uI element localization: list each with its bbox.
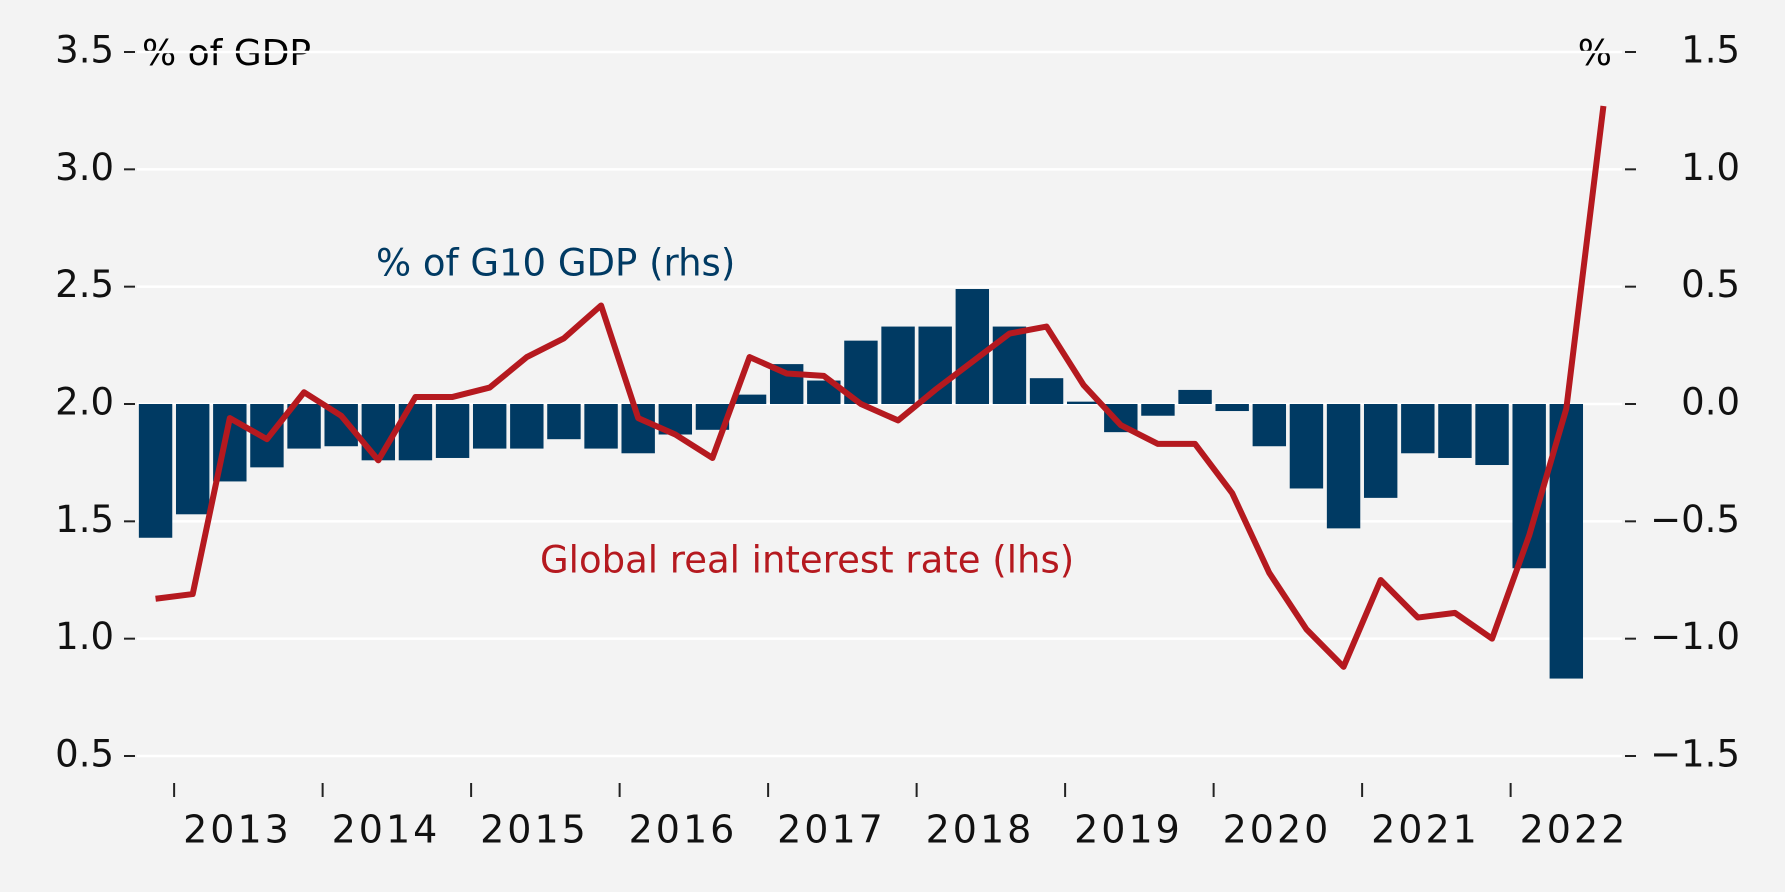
y2-tick-label: 0.0: [1681, 381, 1740, 424]
x-tick-label: 2018: [926, 808, 1035, 852]
x-tick-label: 2022: [1520, 808, 1629, 852]
bar: [1475, 404, 1509, 466]
y2-tick-label: 0.5: [1681, 263, 1740, 306]
x-tick-label: 2020: [1223, 808, 1332, 852]
bar: [175, 404, 210, 515]
x-tick-label: 2019: [1074, 808, 1183, 852]
series-label: Global real interest rate (lhs): [540, 539, 1074, 582]
x-tick-label: 2017: [777, 808, 886, 852]
y-tick-label: 3.0: [55, 146, 114, 189]
bar: [287, 404, 321, 449]
bar: [1029, 378, 1064, 404]
y-axis-label: % of GDP: [142, 33, 311, 74]
bar: [361, 404, 396, 461]
bar: [881, 326, 915, 404]
bar: [472, 404, 507, 449]
y2-tick-label: 1.0: [1681, 146, 1740, 189]
bar: [1178, 389, 1212, 404]
bar: [732, 394, 767, 404]
bar: [955, 289, 990, 404]
bar: [1066, 401, 1101, 404]
y-tick-label: 2.0: [55, 381, 114, 424]
bar: [1252, 404, 1287, 447]
x-tick-label: 2015: [480, 808, 589, 852]
y-tick-label: 2.5: [55, 263, 114, 306]
series-label: % of G10 GDP (rhs): [376, 242, 735, 285]
y2-tick-label: −0.5: [1650, 498, 1740, 541]
y-tick-label: 1.0: [55, 615, 114, 658]
y2-tick-label: 1.5: [1681, 29, 1740, 72]
bar: [510, 404, 544, 449]
y-tick-label: 0.5: [55, 733, 114, 776]
bar: [1326, 404, 1361, 529]
x-tick-label: 2013: [183, 808, 292, 852]
y2-tick-label: −1.5: [1650, 733, 1740, 776]
bar: [992, 326, 1027, 404]
bar: [1401, 404, 1435, 454]
y2-axis-label: %: [1578, 33, 1612, 74]
bar: [435, 404, 470, 458]
bar: [807, 380, 841, 404]
bar: [1438, 404, 1472, 458]
bar: [1141, 404, 1175, 416]
y2-tick-label: −1.0: [1650, 615, 1740, 658]
x-tick-label: 2016: [629, 808, 738, 852]
bar: [138, 404, 173, 538]
y-tick-label: 3.5: [55, 29, 114, 72]
x-tick-label: 2021: [1371, 808, 1480, 852]
bar: [584, 404, 618, 449]
line: [155, 105, 1607, 670]
y-tick-label: 1.5: [55, 498, 114, 541]
x-tick-label: 2014: [332, 808, 441, 852]
bar: [1363, 404, 1398, 498]
bar: [1289, 404, 1324, 489]
bar: [1215, 404, 1249, 412]
bar: [547, 404, 581, 440]
